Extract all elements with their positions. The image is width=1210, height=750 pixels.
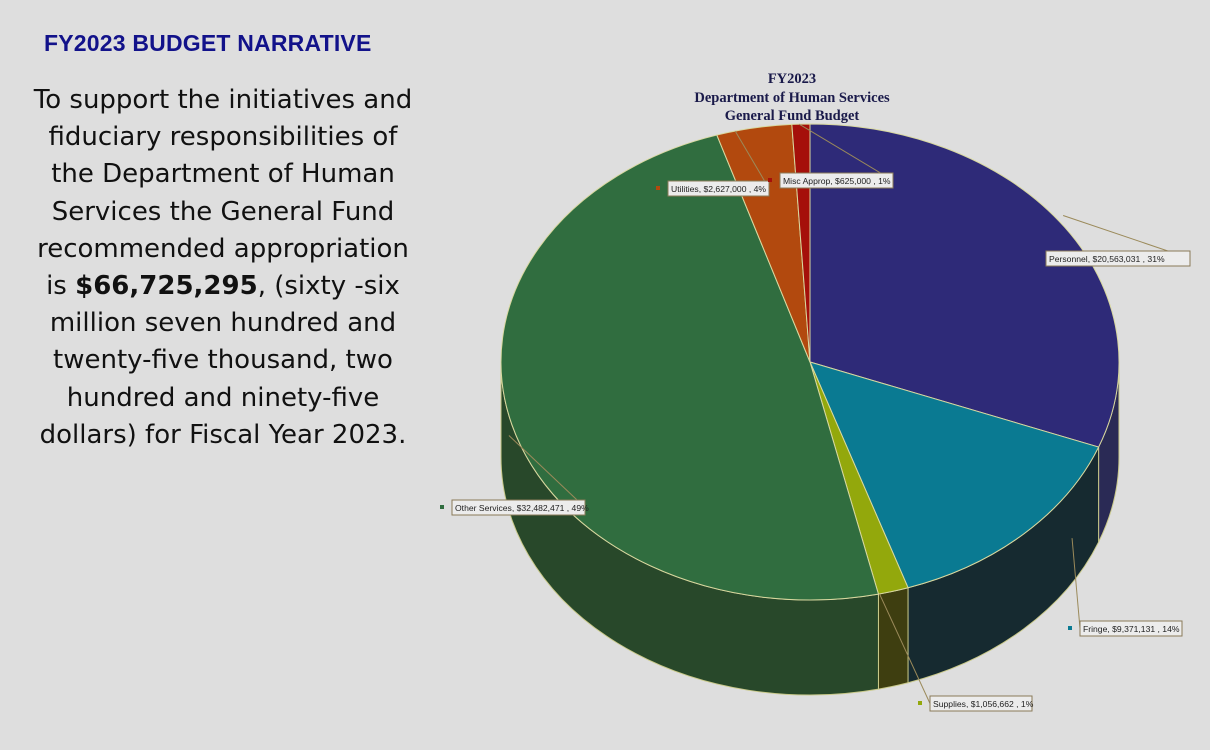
data-label-supplies: Supplies, $1,056,662 , 1% [879, 593, 1034, 712]
label-text-misc-approp: Misc Approp, $625,000 , 1% [783, 176, 891, 186]
legend-marker-other-services [440, 505, 444, 509]
narrative-text-pre: To support the initiatives and fiduciary… [33, 85, 413, 302]
label-text-supplies: Supplies, $1,056,662 , 1% [933, 699, 1034, 709]
pie-slice-personnel [809, 123, 1120, 448]
leader-line-supplies [879, 593, 931, 704]
label-box-personnel [1045, 250, 1191, 267]
budget-narrative: To support the initiatives and fiduciary… [30, 82, 416, 454]
label-text-other-services: Other Services, $32,482,471 , 49% [455, 503, 589, 513]
legend-marker-utilities [656, 186, 660, 190]
data-label-fringe: Fringe, $9,371,131 , 14% [1068, 538, 1183, 637]
label-text-utilities: Utilities, $2,627,000 , 4% [671, 184, 766, 194]
pie-slice-other-services [500, 134, 880, 601]
leader-line-other-services [508, 435, 586, 508]
label-box-supplies [929, 695, 1033, 712]
narrative-amount: $66,725,295 [75, 271, 258, 302]
pie-slices [500, 123, 1120, 601]
leader-line-utilities [734, 130, 770, 189]
chart-title-line-2: Department of Human Services [694, 89, 890, 106]
label-box-fringe [1079, 620, 1183, 637]
legend-marker-personnel [1034, 256, 1038, 260]
leader-line-fringe [1071, 538, 1081, 629]
label-text-fringe: Fringe, $9,371,131 , 14% [1083, 624, 1180, 634]
data-label-other-services: Other Services, $32,482,471 , 49% [440, 435, 589, 516]
pie-side-supplies [877, 587, 909, 690]
label-box-misc-approp [779, 172, 894, 189]
data-label-utilities: Utilities, $2,627,000 , 4% [656, 130, 770, 197]
narrative-text-post: , (sixty -six million seven hundred and … [39, 271, 407, 450]
label-text-personnel: Personnel, $20,563,031 , 31% [1049, 254, 1165, 264]
page-heading: FY2023 BUDGET NARRATIVE [44, 30, 372, 56]
legend-marker-supplies [918, 701, 922, 705]
label-box-utilities [667, 180, 770, 197]
pie-labels: Personnel, $20,563,031 , 31% Fringe, $9,3… [440, 123, 1191, 712]
data-label-personnel: Personnel, $20,563,031 , 31% [1034, 215, 1191, 267]
data-label-misc-approp: Misc Approp, $625,000 , 1% [768, 123, 894, 189]
leader-line-misc-approp [798, 123, 894, 181]
legend-marker-fringe [1068, 626, 1072, 630]
pie-slice-fringe [809, 361, 1100, 589]
chart-title-line-1: FY2023 [767, 71, 817, 87]
chart-title: FY2023 Department of Human Services Gene… [660, 70, 924, 144]
label-box-other-services [451, 499, 586, 516]
legend-marker-misc-approp [768, 178, 772, 182]
chart-title-line-3: General Fund Budget [724, 108, 860, 124]
